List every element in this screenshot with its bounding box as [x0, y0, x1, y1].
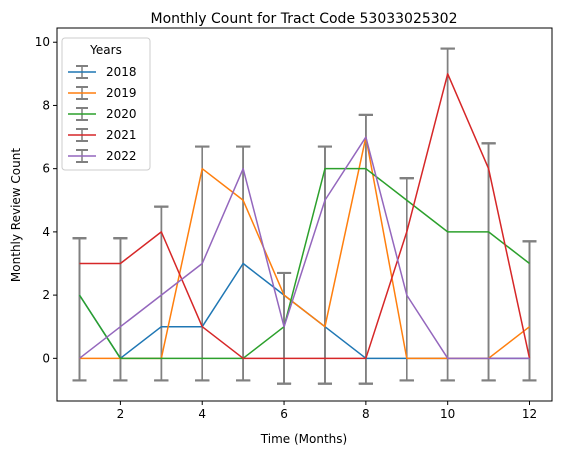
y-axis-label: Monthly Review Count	[9, 148, 23, 282]
x-tick-label: 10	[440, 407, 455, 421]
y-tick-label: 2	[42, 288, 50, 302]
legend-label: 2018	[106, 65, 137, 79]
axes: 2 4 6 8 10 12 0 2 4 6 8 10	[35, 35, 537, 421]
x-axis-label: Time (Months)	[260, 432, 347, 446]
legend-label: 2021	[106, 128, 137, 142]
legend-item-2020: 2020	[68, 107, 137, 121]
x-tick-label: 6	[280, 407, 288, 421]
legend-item-2019: 2019	[68, 86, 137, 100]
legend-label: 2020	[106, 107, 137, 121]
series-line-2021	[79, 73, 531, 360]
y-tick-label: 10	[35, 35, 50, 49]
legend-item-2022: 2022	[68, 149, 137, 163]
x-tick-label: 2	[117, 407, 125, 421]
y-tick-label: 0	[42, 351, 50, 365]
plot-frame	[56, 27, 553, 402]
legend-title: Years	[89, 43, 122, 57]
series-line-2022	[79, 136, 530, 360]
series-line-2020	[78, 167, 530, 360]
legend-label: 2022	[106, 149, 137, 163]
legend: Years 2018 2019 2020 2021 2022	[61, 37, 151, 171]
legend-box	[61, 37, 151, 171]
x-tick-label: 8	[362, 407, 370, 421]
y-tick-label: 4	[42, 225, 50, 239]
x-tick-label: 4	[198, 407, 206, 421]
legend-label: 2019	[106, 86, 137, 100]
y-tick-label: 8	[42, 98, 50, 112]
plot-area	[72, 47, 537, 385]
legend-item-2018: 2018	[68, 65, 137, 79]
chart-title: Monthly Count for Tract Code 53033025302	[151, 11, 458, 27]
x-tick-label: 12	[522, 407, 537, 421]
y-tick-label: 6	[42, 162, 50, 176]
legend-item-2021: 2021	[68, 128, 137, 142]
errorbars-2022	[72, 47, 537, 385]
